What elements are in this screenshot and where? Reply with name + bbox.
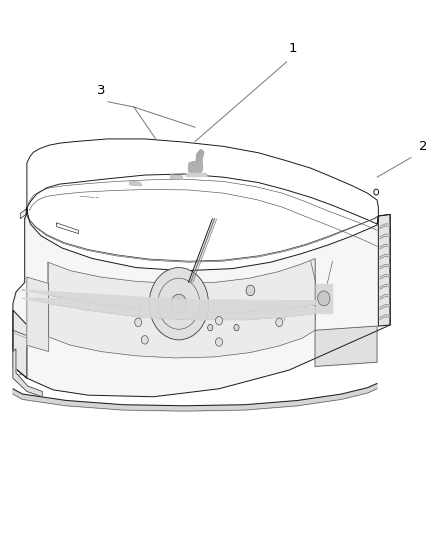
Circle shape [215, 338, 223, 346]
Text: 2: 2 [419, 140, 427, 154]
Polygon shape [20, 209, 26, 219]
Polygon shape [380, 244, 389, 249]
Text: 1: 1 [289, 43, 297, 55]
Text: 3: 3 [97, 84, 106, 98]
Circle shape [276, 318, 283, 327]
Polygon shape [380, 224, 389, 229]
Polygon shape [380, 295, 389, 300]
Polygon shape [196, 150, 204, 160]
Circle shape [246, 285, 255, 296]
Polygon shape [380, 285, 389, 289]
Polygon shape [380, 234, 389, 239]
Polygon shape [22, 290, 332, 320]
Circle shape [215, 317, 223, 325]
Polygon shape [27, 277, 49, 352]
Polygon shape [170, 175, 183, 179]
Polygon shape [378, 214, 390, 326]
Polygon shape [380, 305, 389, 310]
Polygon shape [380, 274, 389, 279]
Circle shape [234, 325, 239, 331]
Circle shape [318, 291, 330, 306]
Circle shape [141, 336, 148, 344]
Polygon shape [380, 254, 389, 259]
Polygon shape [13, 349, 42, 397]
Polygon shape [188, 160, 202, 173]
Polygon shape [315, 326, 377, 367]
Circle shape [171, 294, 187, 313]
Polygon shape [380, 264, 389, 269]
Polygon shape [13, 383, 377, 411]
Polygon shape [380, 315, 389, 320]
Circle shape [374, 189, 378, 195]
Polygon shape [130, 181, 141, 185]
Circle shape [149, 268, 208, 340]
Polygon shape [13, 208, 390, 397]
Polygon shape [186, 173, 206, 176]
Polygon shape [48, 259, 315, 358]
Polygon shape [13, 310, 27, 378]
Circle shape [208, 325, 213, 331]
Circle shape [135, 318, 142, 327]
Polygon shape [316, 284, 332, 313]
Polygon shape [27, 139, 378, 224]
